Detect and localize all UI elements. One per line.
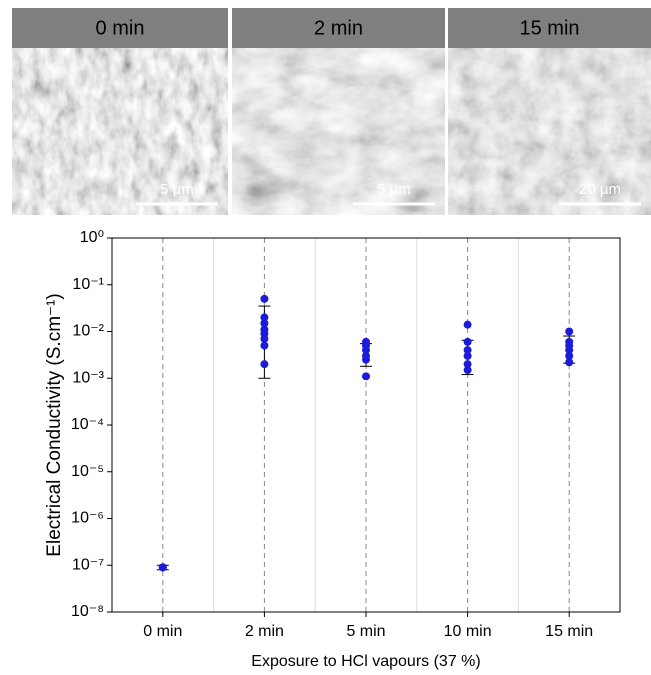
panel-header <box>12 8 228 48</box>
y-tick-label: 10⁻³ <box>72 369 104 386</box>
panel-header <box>232 8 445 48</box>
x-tick-label: 2 min <box>245 623 284 640</box>
data-point <box>463 337 472 346</box>
data-point <box>158 563 167 572</box>
panel-header <box>448 8 651 48</box>
data-point <box>463 320 472 329</box>
plot-frame <box>111 237 621 613</box>
data-point <box>565 327 574 336</box>
y-tick-label: 10⁻² <box>72 323 104 340</box>
data-point <box>362 372 370 381</box>
y-tick-label: 10⁻⁵ <box>71 463 104 480</box>
x-tick-label: 0 min <box>143 623 182 640</box>
data-point <box>565 358 574 367</box>
panel-label: 15 min <box>519 17 579 39</box>
data-point <box>463 360 472 369</box>
y-tick-label: 10⁻⁴ <box>71 416 104 433</box>
sem-image <box>448 48 651 215</box>
y-axis-label: Electrical Conductivity (S.cm⁻¹) <box>44 293 65 556</box>
data-point <box>565 346 574 355</box>
y-tick-label: 10⁻⁷ <box>72 556 104 573</box>
x-axis-label: Exposure to HCl vapours (37 %) <box>251 653 480 670</box>
chart: 0 min 2 min 5 min 10 min 15 min 10⁻⁸ 10⁻⁷ 10⁻⁶ 1… <box>44 229 621 670</box>
data-point <box>362 355 370 364</box>
y-tick-label: 10⁻⁸ <box>71 603 104 620</box>
x-tick-label: 15 min <box>545 623 593 640</box>
data-point <box>463 346 472 355</box>
panel-label: 2 min <box>314 17 363 39</box>
scale-bar-label: 20 µm <box>579 181 621 198</box>
data-point <box>463 351 472 360</box>
panel-label: 0 min <box>96 17 145 39</box>
data-point <box>260 334 269 343</box>
x-tick-label: 10 min <box>444 623 492 640</box>
y-tick-label: 10⁻⁶ <box>71 510 104 527</box>
sem-image <box>232 48 445 215</box>
data-point <box>260 319 269 328</box>
sem-panels: 0 min 5 µm 2 min 5 µm 15 min 20 µm <box>12 8 651 215</box>
scale-bar-label: 5 µm <box>160 181 194 198</box>
data-point <box>463 366 472 375</box>
data-point <box>260 313 269 322</box>
data-point <box>362 346 370 355</box>
scale-bar-label: 5 µm <box>377 181 411 198</box>
data-point <box>260 341 269 350</box>
data-point <box>260 360 269 369</box>
x-tick-label: 5 min <box>346 623 385 640</box>
y-tick-label: 10⁻¹ <box>72 276 104 293</box>
y-tick-label: 10⁰ <box>80 229 104 246</box>
data-point <box>565 351 574 360</box>
sem-image <box>12 48 228 215</box>
data-point <box>260 294 269 303</box>
